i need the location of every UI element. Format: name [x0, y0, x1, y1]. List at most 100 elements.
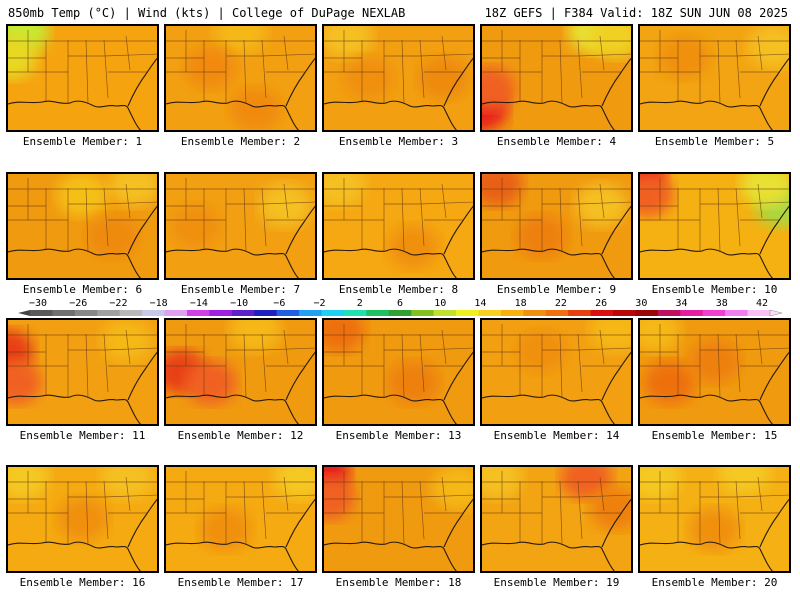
colorbar-tick: 14 — [474, 298, 487, 309]
ensemble-panel-6 — [6, 172, 159, 280]
temp-anomaly-blob — [482, 467, 523, 500]
colorbar-max-arrow — [769, 309, 783, 317]
temp-anomaly-blob — [417, 56, 470, 100]
colorbar-tick: −2 — [313, 298, 326, 309]
coastline — [324, 351, 473, 424]
ensemble-panel-16 — [6, 465, 159, 573]
state-border — [419, 39, 425, 99]
temp-anomaly-blob — [560, 467, 613, 500]
state-border — [243, 480, 247, 546]
temp-anomaly-blob — [688, 507, 741, 552]
colorbar-tick: 38 — [715, 298, 728, 309]
temperature-map — [166, 174, 315, 278]
temp-anomaly-blob — [8, 35, 37, 80]
state-border — [599, 476, 605, 512]
ensemble-member-label: Ensemble Member: 18 — [335, 576, 462, 589]
temp-anomaly-blob — [658, 35, 711, 80]
state-border — [735, 347, 789, 351]
state-border — [419, 494, 473, 498]
state-border — [735, 39, 741, 99]
state-border — [261, 347, 315, 351]
state-border — [125, 329, 131, 365]
temp-anomaly-blob — [56, 174, 109, 217]
state-border — [577, 347, 631, 351]
state-border — [261, 201, 315, 205]
state-border — [419, 53, 473, 57]
state-border — [103, 333, 109, 393]
colorbar-swatch — [186, 310, 210, 316]
temp-anomaly-blob — [229, 87, 282, 130]
state-border — [419, 333, 425, 393]
state-border — [103, 53, 157, 57]
colorbar-swatch — [231, 310, 255, 316]
temp-anomaly-blob — [387, 360, 440, 405]
ensemble-member-label: Ensemble Member: 2 — [180, 135, 301, 148]
coastline — [8, 351, 157, 424]
colorbar-tick: 18 — [514, 298, 527, 309]
temp-anomaly-blob — [324, 320, 365, 353]
ensemble-member-label: Ensemble Member: 17 — [177, 576, 304, 589]
coastline — [8, 57, 157, 130]
coastline — [166, 205, 315, 278]
ensemble-member-label: Ensemble Member: 9 — [496, 283, 617, 296]
temp-anomaly-blob — [575, 183, 628, 228]
state-border — [757, 183, 763, 219]
colorbar-swatch — [52, 310, 76, 316]
temperature-map — [324, 174, 473, 278]
state-border — [283, 476, 289, 512]
colorbar-swatch — [142, 310, 166, 316]
temp-anomaly-blob — [688, 339, 741, 384]
state-border — [419, 480, 425, 540]
colorbar-swatch — [343, 310, 367, 316]
coastline — [166, 498, 315, 571]
colorbar-tick: −30 — [28, 298, 48, 309]
temp-anomaly-blob — [274, 467, 315, 500]
state-border — [85, 39, 89, 105]
ensemble-member-label: Ensemble Member: 16 — [19, 576, 146, 589]
state-border — [735, 53, 789, 57]
temp-anomaly-blob — [169, 204, 222, 248]
state-border — [577, 201, 631, 205]
temp-anomaly-blob — [515, 214, 568, 259]
colorbar-tick: 42 — [755, 298, 769, 309]
ensemble-panel-7 — [164, 172, 317, 280]
ensemble-member-label: Ensemble Member: 11 — [19, 429, 146, 442]
colorbar-swatch — [299, 310, 323, 316]
temp-anomaly-blob — [229, 320, 282, 353]
temp-anomaly-blob — [214, 26, 267, 54]
temperature-map — [324, 26, 473, 130]
temp-anomaly-blob — [740, 174, 789, 207]
temp-anomaly-blob — [640, 320, 681, 353]
colorbar-tick: −18 — [149, 298, 168, 309]
coastline — [482, 57, 631, 130]
colorbar-swatch — [613, 310, 636, 316]
coastline — [166, 351, 315, 424]
state-border — [599, 329, 605, 365]
state-border — [125, 183, 131, 219]
colorbar-swatch — [702, 310, 726, 316]
state-border — [735, 201, 789, 205]
temperature-map — [482, 174, 631, 278]
ensemble-panel-17 — [164, 465, 317, 573]
coastline — [324, 57, 473, 130]
state-border — [243, 187, 247, 253]
colorbar-swatch — [30, 310, 53, 316]
ensemble-panel-20 — [638, 465, 791, 573]
coastline — [640, 498, 789, 571]
state-border — [599, 35, 605, 71]
coastline — [640, 57, 789, 130]
ensemble-panel-12 — [164, 318, 317, 426]
state-border — [103, 480, 109, 540]
coastline — [324, 498, 473, 571]
colorbar-swatch — [366, 310, 390, 316]
temp-anomaly-blob — [184, 360, 237, 405]
colorbar-tick: −6 — [273, 298, 286, 309]
colorbar-swatch — [747, 310, 771, 316]
state-border — [401, 333, 405, 399]
temp-anomaly-blob — [718, 467, 771, 495]
colorbar-swatch — [635, 310, 659, 316]
ensemble-member-label: Ensemble Member: 7 — [180, 283, 301, 296]
ensemble-panel-14 — [480, 318, 633, 426]
temp-anomaly-blob — [387, 224, 440, 269]
colorbar-tick: 6 — [396, 298, 404, 309]
